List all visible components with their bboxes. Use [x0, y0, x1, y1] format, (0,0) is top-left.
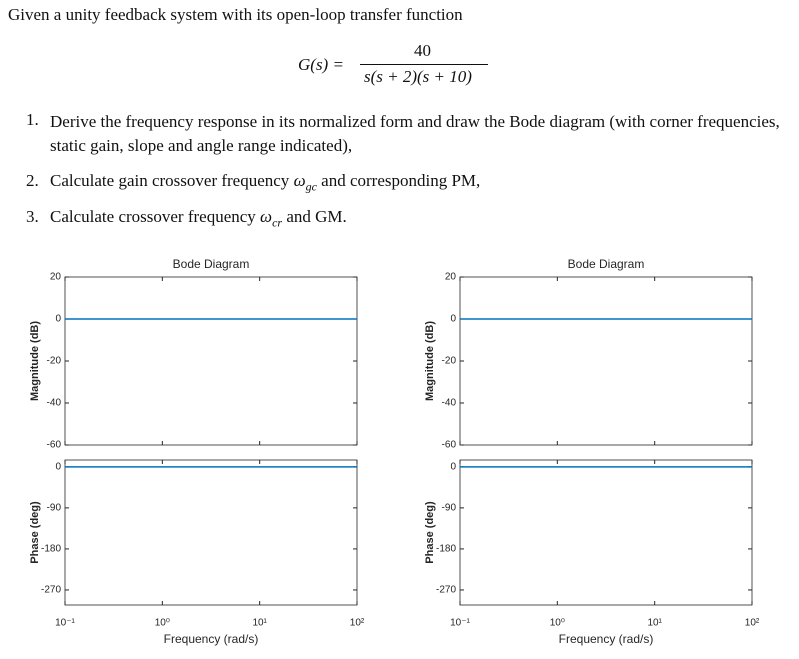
subscript: gc [305, 179, 317, 194]
x-tick-label: 10¹ [647, 618, 662, 629]
item-text: Calculate gain crossover frequency ωgc a… [50, 171, 480, 194]
axes-box [64, 276, 358, 446]
y-tick-label: 0 [450, 314, 456, 325]
text: and GM. [282, 207, 347, 226]
text: Calculate crossover frequency [50, 207, 261, 226]
x-tick-label: 10⁻¹ [55, 618, 75, 629]
x-tick-label: 10⁰ [550, 618, 565, 629]
y-tick-label: 20 [445, 272, 457, 283]
chart-title: Bode Diagram [568, 257, 645, 271]
y-tick-label: 0 [450, 461, 456, 472]
charts: Bode Diagram 20 0 -20 -40 -60 Magnitude (dB) 0 -… [29, 257, 760, 646]
y-tick-label: -180 [436, 544, 456, 555]
y-tick-label: 20 [50, 272, 62, 283]
axes-box [459, 276, 753, 446]
x-tick-label: 10⁰ [155, 618, 170, 629]
x-tick-label: 10² [745, 618, 760, 629]
subscript: cr [272, 215, 283, 230]
y-tick-label: -90 [442, 503, 457, 514]
y-tick-label: -20 [47, 356, 62, 367]
y-tick-label: -40 [47, 398, 62, 409]
y-tick-label: -20 [442, 356, 457, 367]
y-tick-label: -60 [47, 440, 62, 451]
y-axis-label: Phase (deg) [424, 501, 436, 564]
item-number: 3. [26, 207, 39, 226]
fraction-bar [360, 64, 488, 65]
axes-box [64, 459, 358, 606]
item-text: Derive the frequency response in its nor… [50, 112, 780, 155]
item-number: 2. [26, 171, 39, 190]
equation-lhs: G(s) = [298, 55, 344, 74]
y-tick-label: -90 [47, 503, 62, 514]
axes-box [459, 459, 753, 606]
numerator: 40 [414, 41, 431, 60]
y-axis-label: Magnitude (dB) [424, 321, 436, 401]
y-tick-label: -60 [442, 440, 457, 451]
item-number: 1. [26, 110, 39, 129]
y-tick-label: -180 [41, 544, 61, 555]
y-tick-label: 0 [55, 314, 61, 325]
y-tick-label: -40 [442, 398, 457, 409]
text: Calculate gain crossover frequency [50, 171, 294, 190]
x-axis-label: Frequency (rad/s) [164, 632, 259, 646]
text: and corresponding PM, [316, 171, 481, 190]
x-tick-label: 10¹ [252, 618, 267, 629]
denominator: s(s + 2)(s + 10) [364, 67, 472, 86]
x-tick-label: 10⁻¹ [450, 618, 470, 629]
intro: Given a unity feedback system with its o… [8, 5, 463, 24]
symbol: ω [293, 171, 306, 190]
symbol: ω [260, 207, 273, 226]
x-axis-label: Frequency (rad/s) [559, 632, 654, 646]
y-tick-label: 0 [55, 461, 61, 472]
x-tick-label: 10² [350, 618, 365, 629]
y-axis-label: Magnitude (dB) [29, 321, 41, 401]
chart-title: Bode Diagram [173, 257, 250, 271]
y-tick-label: -270 [436, 585, 456, 596]
y-axis-label: Phase (deg) [29, 501, 41, 564]
y-tick-label: -270 [41, 585, 61, 596]
item-text: Calculate crossover frequency ωcr and GM… [50, 207, 347, 230]
